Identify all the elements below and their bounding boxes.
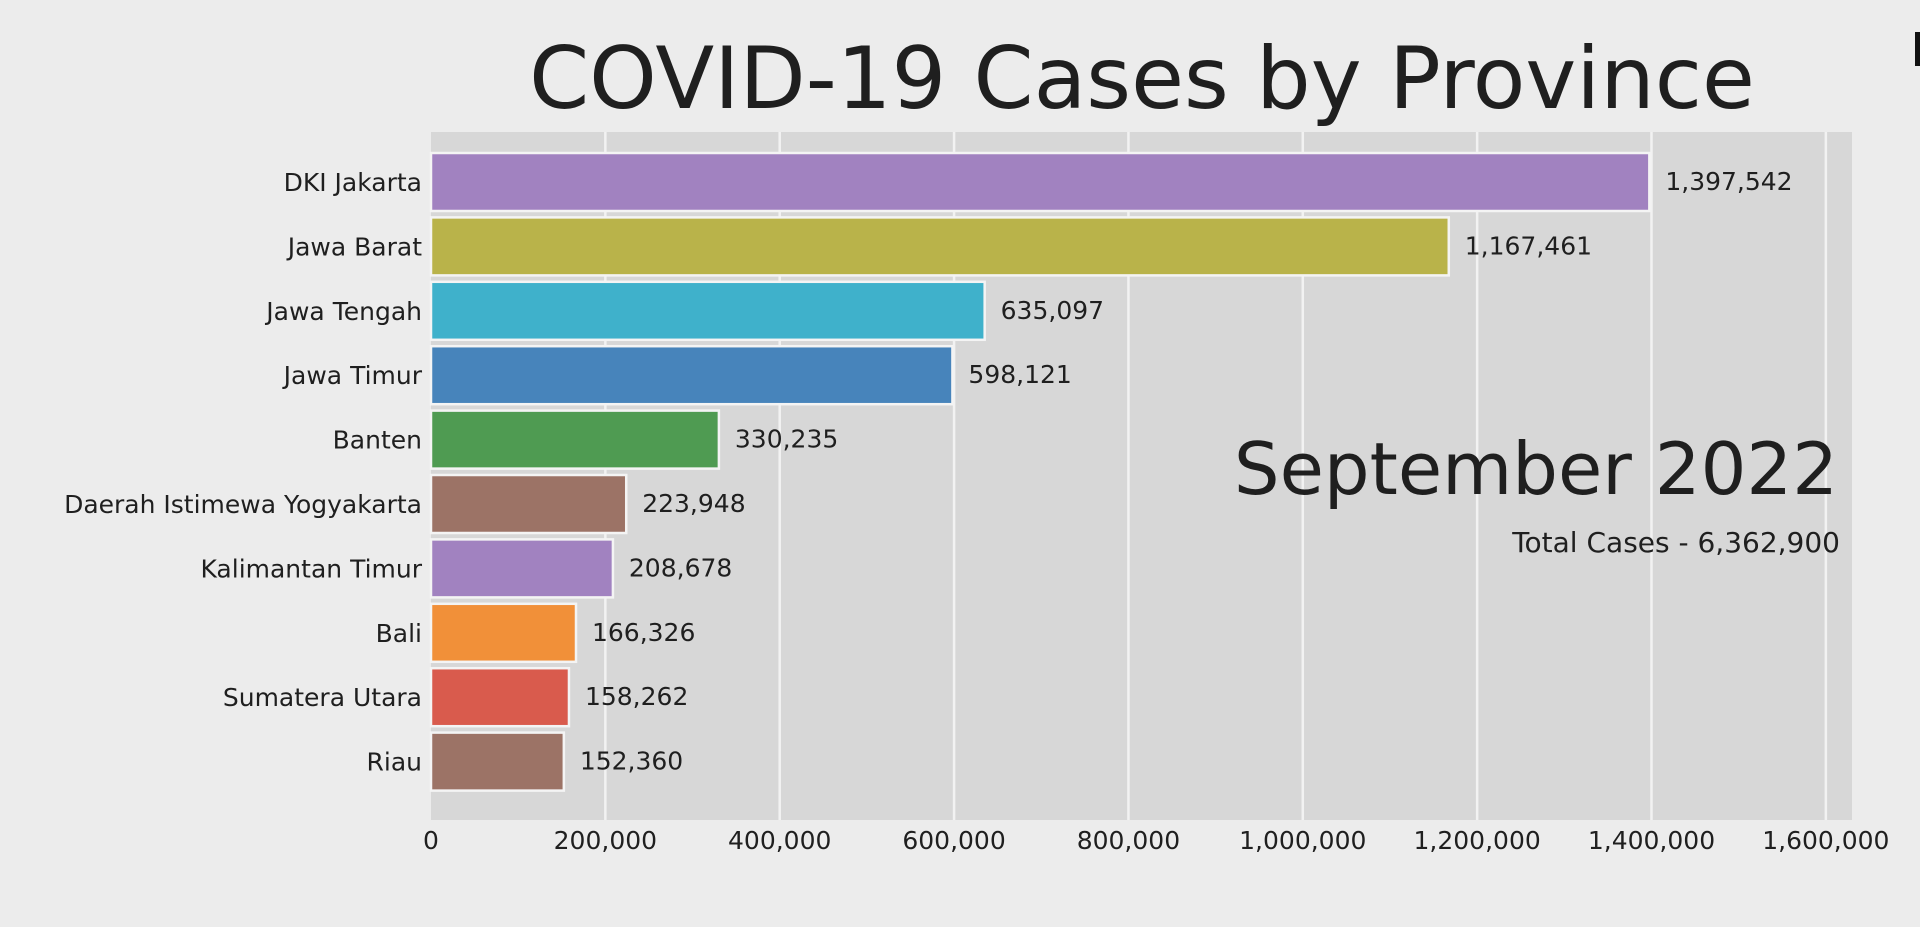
category-label: Kalimantan Timur [200, 554, 422, 583]
bar [429, 473, 628, 535]
category-label: Jawa Timur [282, 361, 423, 390]
value-label: 1,167,461 [1465, 231, 1592, 260]
x-tick-label: 1,400,000 [1588, 826, 1715, 855]
edge-cursor-mark [1915, 32, 1920, 66]
value-label: 330,235 [735, 425, 838, 454]
x-tick-label: 1,200,000 [1414, 826, 1541, 855]
x-tick-label: 600,000 [902, 826, 1005, 855]
bar [429, 151, 1651, 213]
bars [429, 151, 1651, 792]
category-label: DKI Jakarta [284, 168, 422, 197]
category-label: Bali [376, 619, 422, 648]
value-label: 1,397,542 [1665, 167, 1792, 196]
x-tick-label: 800,000 [1077, 826, 1180, 855]
category-label: Jawa Tengah [264, 297, 422, 326]
x-tick-label: 1,600,000 [1762, 826, 1889, 855]
category-label: Banten [333, 426, 422, 455]
bar [429, 280, 986, 342]
bar [429, 409, 721, 470]
period-label: September 2022 [1234, 427, 1838, 511]
value-label: 635,097 [1001, 296, 1104, 325]
bar [429, 666, 571, 728]
x-tick-label: 400,000 [728, 826, 831, 855]
category-label: Daerah Istimewa Yogyakarta [64, 490, 422, 519]
value-labels: 1,397,542 1,167,461 635,097 598,121 330,235 2… [580, 167, 1793, 776]
value-label: 598,121 [968, 360, 1071, 389]
total-cases-label: Total Cases - 6,362,900 [1511, 526, 1840, 559]
category-labels: DKI Jakarta Jawa Barat Jawa Tengah Jawa Tim… [64, 168, 423, 777]
x-tick-label: 0 [423, 826, 439, 855]
bar [429, 538, 615, 599]
bar [429, 216, 1451, 277]
x-tick-label: 1,000,000 [1239, 826, 1366, 855]
category-label: Jawa Barat [286, 232, 422, 261]
bar [429, 602, 578, 664]
bar [429, 731, 566, 792]
value-label: 223,948 [642, 489, 745, 518]
value-label: 152,360 [580, 747, 683, 776]
bar [429, 344, 954, 406]
value-label: 208,678 [629, 553, 732, 582]
x-tick-label: 200,000 [554, 826, 657, 855]
x-axis-ticks: 0 200,000 400,000 600,000 800,000 1,000,000 1,… [423, 826, 1889, 855]
chart-title: COVID-19 Cases by Province [529, 29, 1755, 129]
value-label: 166,326 [592, 618, 695, 647]
category-label: Sumatera Utara [223, 683, 422, 712]
category-label: Riau [367, 748, 422, 777]
value-label: 158,262 [585, 682, 688, 711]
